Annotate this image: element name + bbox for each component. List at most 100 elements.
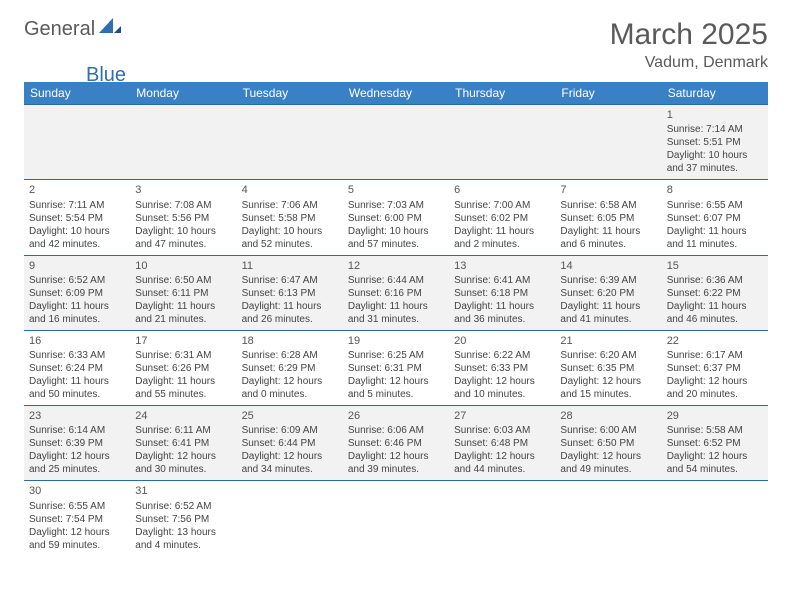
sunset-line: Sunset: 6:16 PM	[348, 287, 444, 300]
calendar-cell: 21Sunrise: 6:20 AMSunset: 6:35 PMDayligh…	[555, 330, 661, 405]
daylight-line: Daylight: 11 hours and 6 minutes.	[560, 225, 656, 251]
sunset-line: Sunset: 6:09 PM	[29, 287, 125, 300]
sunrise-line: Sunrise: 6:58 AM	[560, 199, 656, 212]
calendar-cell: 6Sunrise: 7:00 AMSunset: 6:02 PMDaylight…	[449, 180, 555, 255]
daylight-line: Daylight: 12 hours and 15 minutes.	[560, 375, 656, 401]
sunset-line: Sunset: 5:56 PM	[135, 212, 231, 225]
sunrise-line: Sunrise: 6:06 AM	[348, 424, 444, 437]
sunset-line: Sunset: 6:26 PM	[135, 362, 231, 375]
sunrise-line: Sunrise: 6:41 AM	[454, 274, 550, 287]
calendar-cell: 31Sunrise: 6:52 AMSunset: 7:56 PMDayligh…	[130, 481, 236, 556]
day-number: 24	[135, 409, 231, 423]
sunset-line: Sunset: 6:50 PM	[560, 437, 656, 450]
weekday-header: Tuesday	[237, 82, 343, 105]
day-number: 22	[667, 334, 763, 348]
sail-icon	[99, 18, 121, 41]
sunrise-line: Sunrise: 6:03 AM	[454, 424, 550, 437]
calendar-cell: 22Sunrise: 6:17 AMSunset: 6:37 PMDayligh…	[662, 330, 768, 405]
day-number: 8	[667, 183, 763, 197]
day-number: 9	[29, 259, 125, 273]
calendar-cell	[449, 105, 555, 180]
daylight-line: Daylight: 11 hours and 31 minutes.	[348, 300, 444, 326]
calendar-cell	[343, 481, 449, 556]
day-number: 25	[242, 409, 338, 423]
sunrise-line: Sunrise: 6:52 AM	[29, 274, 125, 287]
calendar-cell: 16Sunrise: 6:33 AMSunset: 6:24 PMDayligh…	[24, 330, 130, 405]
calendar-cell	[555, 481, 661, 556]
day-number: 19	[348, 334, 444, 348]
calendar-cell: 5Sunrise: 7:03 AMSunset: 6:00 PMDaylight…	[343, 180, 449, 255]
calendar-cell: 24Sunrise: 6:11 AMSunset: 6:41 PMDayligh…	[130, 406, 236, 481]
sunset-line: Sunset: 6:24 PM	[29, 362, 125, 375]
calendar-cell	[24, 105, 130, 180]
day-number: 16	[29, 334, 125, 348]
sunset-line: Sunset: 6:07 PM	[667, 212, 763, 225]
sunrise-line: Sunrise: 6:31 AM	[135, 349, 231, 362]
sunrise-line: Sunrise: 6:09 AM	[242, 424, 338, 437]
daylight-line: Daylight: 13 hours and 4 minutes.	[135, 526, 231, 552]
calendar-cell: 15Sunrise: 6:36 AMSunset: 6:22 PMDayligh…	[662, 255, 768, 330]
day-number: 11	[242, 259, 338, 273]
sunset-line: Sunset: 6:29 PM	[242, 362, 338, 375]
sunset-line: Sunset: 5:58 PM	[242, 212, 338, 225]
calendar-body: 1Sunrise: 7:14 AMSunset: 5:51 PMDaylight…	[24, 105, 768, 556]
sunrise-line: Sunrise: 6:00 AM	[560, 424, 656, 437]
calendar-cell: 11Sunrise: 6:47 AMSunset: 6:13 PMDayligh…	[237, 255, 343, 330]
weekday-header: Wednesday	[343, 82, 449, 105]
sunrise-line: Sunrise: 6:55 AM	[667, 199, 763, 212]
sunrise-line: Sunrise: 6:55 AM	[29, 500, 125, 513]
daylight-line: Daylight: 11 hours and 36 minutes.	[454, 300, 550, 326]
sunset-line: Sunset: 6:33 PM	[454, 362, 550, 375]
calendar-cell: 29Sunrise: 5:58 AMSunset: 6:52 PMDayligh…	[662, 406, 768, 481]
calendar-cell: 9Sunrise: 6:52 AMSunset: 6:09 PMDaylight…	[24, 255, 130, 330]
sunrise-line: Sunrise: 7:06 AM	[242, 199, 338, 212]
sunrise-line: Sunrise: 7:03 AM	[348, 199, 444, 212]
daylight-line: Daylight: 11 hours and 46 minutes.	[667, 300, 763, 326]
sunset-line: Sunset: 6:11 PM	[135, 287, 231, 300]
sunrise-line: Sunrise: 6:25 AM	[348, 349, 444, 362]
calendar-cell	[237, 105, 343, 180]
sunset-line: Sunset: 6:39 PM	[29, 437, 125, 450]
daylight-line: Daylight: 12 hours and 25 minutes.	[29, 450, 125, 476]
day-number: 20	[454, 334, 550, 348]
sunrise-line: Sunrise: 6:22 AM	[454, 349, 550, 362]
day-number: 29	[667, 409, 763, 423]
day-number: 5	[348, 183, 444, 197]
sunrise-line: Sunrise: 6:52 AM	[135, 500, 231, 513]
calendar-cell: 19Sunrise: 6:25 AMSunset: 6:31 PMDayligh…	[343, 330, 449, 405]
sunrise-line: Sunrise: 6:28 AM	[242, 349, 338, 362]
sunrise-line: Sunrise: 6:17 AM	[667, 349, 763, 362]
sunset-line: Sunset: 6:20 PM	[560, 287, 656, 300]
calendar-cell: 27Sunrise: 6:03 AMSunset: 6:48 PMDayligh…	[449, 406, 555, 481]
daylight-line: Daylight: 11 hours and 50 minutes.	[29, 375, 125, 401]
sunset-line: Sunset: 6:18 PM	[454, 287, 550, 300]
calendar-cell: 26Sunrise: 6:06 AMSunset: 6:46 PMDayligh…	[343, 406, 449, 481]
sunrise-line: Sunrise: 6:20 AM	[560, 349, 656, 362]
sunrise-line: Sunrise: 6:50 AM	[135, 274, 231, 287]
sunset-line: Sunset: 6:46 PM	[348, 437, 444, 450]
day-number: 26	[348, 409, 444, 423]
calendar-cell: 23Sunrise: 6:14 AMSunset: 6:39 PMDayligh…	[24, 406, 130, 481]
calendar-cell: 18Sunrise: 6:28 AMSunset: 6:29 PMDayligh…	[237, 330, 343, 405]
calendar-week-row: 2Sunrise: 7:11 AMSunset: 5:54 PMDaylight…	[24, 180, 768, 255]
sunrise-line: Sunrise: 6:39 AM	[560, 274, 656, 287]
day-number: 18	[242, 334, 338, 348]
calendar-cell	[130, 105, 236, 180]
day-number: 23	[29, 409, 125, 423]
sunset-line: Sunset: 6:05 PM	[560, 212, 656, 225]
title-block: March 2025 Vadum, Denmark	[610, 18, 768, 72]
daylight-line: Daylight: 10 hours and 52 minutes.	[242, 225, 338, 251]
calendar-cell	[343, 105, 449, 180]
location: Vadum, Denmark	[610, 54, 768, 72]
day-number: 13	[454, 259, 550, 273]
sunset-line: Sunset: 6:44 PM	[242, 437, 338, 450]
calendar-cell	[555, 105, 661, 180]
sunrise-line: Sunrise: 6:36 AM	[667, 274, 763, 287]
calendar-table: SundayMondayTuesdayWednesdayThursdayFrid…	[24, 82, 768, 556]
daylight-line: Daylight: 11 hours and 2 minutes.	[454, 225, 550, 251]
sunset-line: Sunset: 6:41 PM	[135, 437, 231, 450]
sunset-line: Sunset: 6:13 PM	[242, 287, 338, 300]
day-number: 14	[560, 259, 656, 273]
calendar-cell: 8Sunrise: 6:55 AMSunset: 6:07 PMDaylight…	[662, 180, 768, 255]
calendar-cell: 3Sunrise: 7:08 AMSunset: 5:56 PMDaylight…	[130, 180, 236, 255]
